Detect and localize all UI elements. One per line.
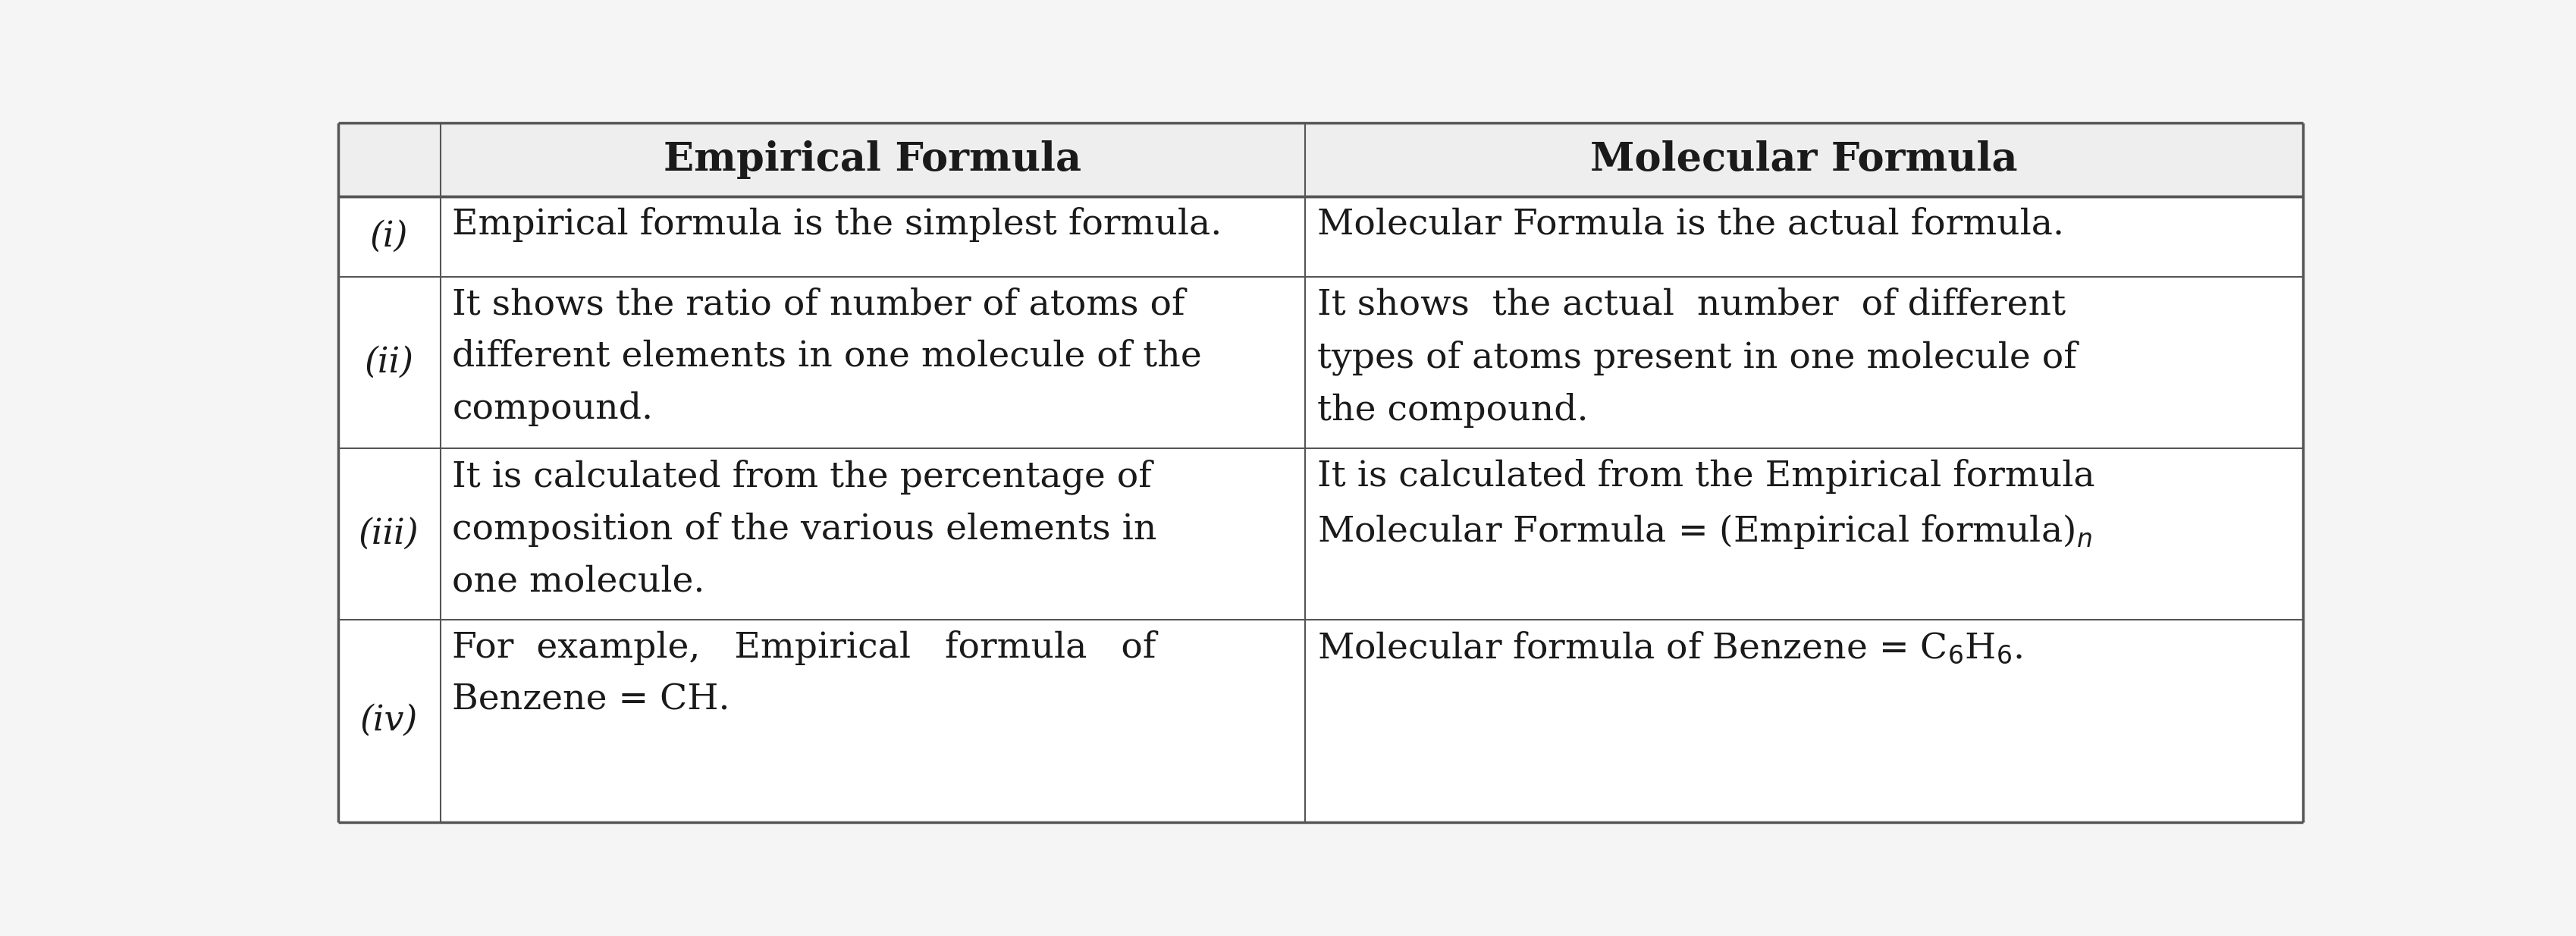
Text: It is calculated from the Empirical formula
Molecular Formula = (Empirical formu: It is calculated from the Empirical form… xyxy=(1316,459,2094,550)
Text: (iii): (iii) xyxy=(358,517,420,551)
Text: (ii): (ii) xyxy=(363,345,415,380)
Text: It is calculated from the percentage of
composition of the various elements in
o: It is calculated from the percentage of … xyxy=(453,459,1157,599)
Text: Empirical Formula: Empirical Formula xyxy=(665,140,1082,179)
Text: It shows  the actual  number  of different
types of atoms present in one molecul: It shows the actual number of different … xyxy=(1316,287,2076,428)
Text: For  example,   Empirical   formula   of
Benzene = CH.: For example, Empirical formula of Benzen… xyxy=(453,630,1157,717)
Text: Molecular Formula is the actual formula.: Molecular Formula is the actual formula. xyxy=(1316,208,2063,241)
Text: Molecular formula of Benzene = C$_6$H$_6$.: Molecular formula of Benzene = C$_6$H$_6… xyxy=(1316,630,2022,665)
Text: Molecular Formula: Molecular Formula xyxy=(1589,140,2017,179)
Text: It shows the ratio of number of atoms of
different elements in one molecule of t: It shows the ratio of number of atoms of… xyxy=(453,287,1200,427)
Text: (i): (i) xyxy=(371,220,407,254)
Text: Empirical formula is the simplest formula.: Empirical formula is the simplest formul… xyxy=(453,208,1221,242)
FancyBboxPatch shape xyxy=(337,124,2303,822)
Text: (iv): (iv) xyxy=(361,704,417,738)
FancyBboxPatch shape xyxy=(337,124,2303,197)
